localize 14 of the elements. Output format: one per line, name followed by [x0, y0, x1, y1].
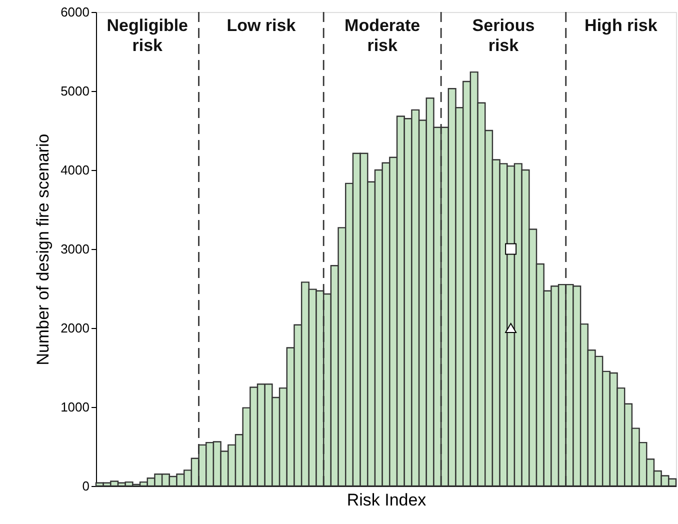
- y-tick-label: 1000: [60, 400, 90, 414]
- y-tick-label: 3000: [60, 242, 90, 256]
- x-axis-title: Risk Index: [346, 490, 427, 510]
- y-tick-label: 5000: [60, 84, 90, 98]
- y-tick-label: 6000: [60, 4, 90, 20]
- y-tick-label: 2000: [60, 320, 90, 336]
- annotation: Negligible risk: [106, 16, 188, 55]
- y-tick-label: 0: [82, 478, 90, 494]
- annotation: Moderate risk: [344, 16, 420, 55]
- annotation: High risk: [584, 16, 658, 35]
- y-axis-title: Number of design fire scenario: [34, 134, 53, 366]
- annotation: Serious risk: [472, 16, 535, 55]
- annotation: Low risk: [226, 16, 296, 35]
- y-tick-label: 4000: [60, 162, 90, 178]
